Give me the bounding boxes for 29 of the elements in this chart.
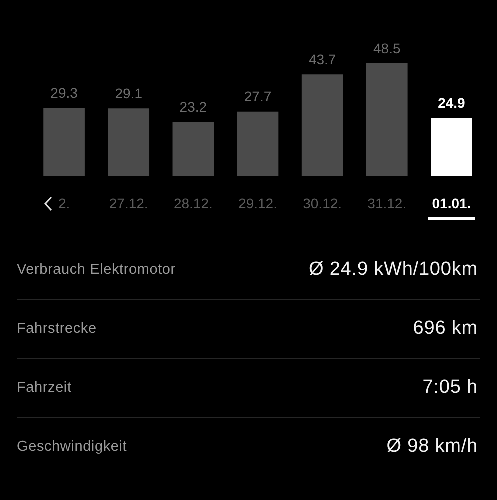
- bar: [237, 112, 279, 176]
- bar: [431, 118, 472, 176]
- text: Geschwindigkeit: [17, 439, 128, 455]
- data-label: 43.7: [308, 52, 336, 68]
- bar: [108, 108, 150, 176]
- x-tick-label: 30.12.: [303, 195, 342, 212]
- text: Ø 24.9 kWh/100km: [308, 259, 479, 281]
- text: Ø 98 km/h: [386, 436, 479, 458]
- x-tick-label: 27.12.: [109, 195, 148, 212]
- bar: [44, 108, 85, 176]
- text: 696 km: [413, 318, 479, 340]
- data-label: 27.7: [244, 88, 272, 105]
- data-label: 23.2: [180, 99, 208, 116]
- bar: [172, 122, 214, 176]
- x-tick-label: 31.12.: [368, 195, 407, 212]
- x-tick-label: 28.12.: [174, 195, 213, 212]
- text: Fahrstrecke: [17, 321, 97, 337]
- data-label: 24.9: [438, 95, 466, 112]
- x-tick-label: 29.12.: [238, 195, 278, 212]
- data-label: 48.5: [374, 40, 401, 56]
- x-tick-label: 01.01.: [432, 195, 472, 212]
- x-tick-label: 2.: [58, 195, 70, 212]
- text: Verbrauch Elektromotor: [17, 262, 176, 278]
- bar: [366, 63, 408, 176]
- text: 7:05 h: [422, 377, 479, 399]
- data-label: 29.3: [50, 84, 78, 101]
- data-label: 29.1: [115, 85, 143, 102]
- bar: [302, 74, 344, 176]
- text: Fahrzeit: [17, 380, 72, 396]
